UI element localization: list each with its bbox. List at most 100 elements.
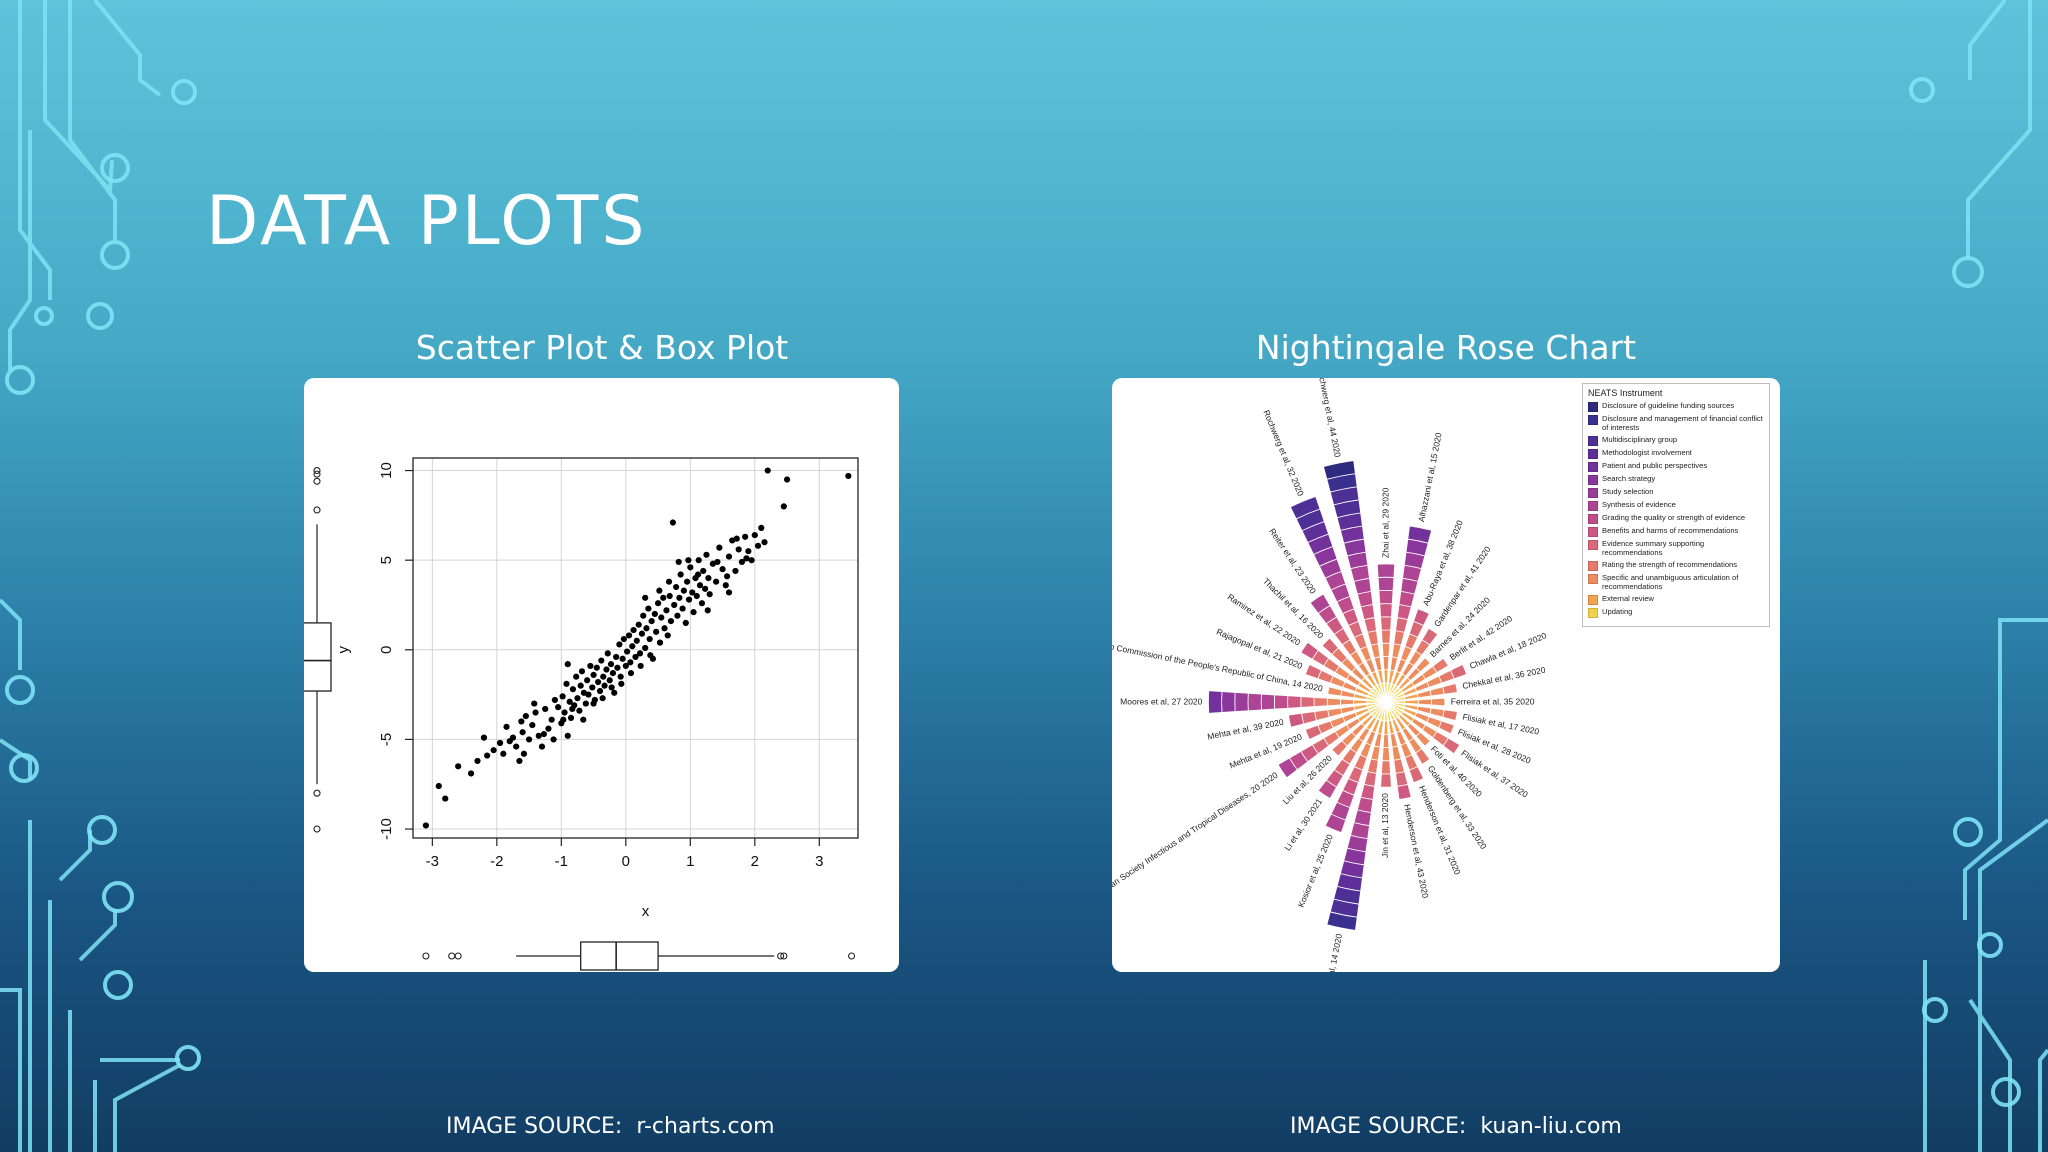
legend-swatch [1588, 594, 1598, 605]
rose-category-label: Ferreira et al, 35 2020 [1451, 696, 1535, 706]
scatter-point [690, 609, 697, 616]
rose-category-label: Moores et al, 27 2020 [1120, 696, 1202, 706]
rose-segment [1326, 911, 1358, 931]
scatter-point [551, 696, 558, 704]
rose-segment [1353, 699, 1368, 705]
x-tick-label: -3 [426, 853, 439, 870]
rose-segment [1450, 663, 1468, 680]
rose-segment [1327, 707, 1343, 718]
rose-segment [1367, 630, 1379, 646]
rose-segment [1415, 657, 1431, 673]
rose-segment [1431, 697, 1446, 707]
legend-swatch [1588, 526, 1598, 537]
rose-segment [1300, 641, 1319, 660]
rose-category-label: Alhazzani et al, 15 2020 [1416, 432, 1444, 523]
x-tick-label: 0 [622, 853, 630, 870]
scatter-point [656, 587, 663, 594]
scatter-point [764, 467, 771, 474]
scatter-point [687, 564, 694, 571]
scatter-point [531, 700, 538, 707]
scatter-point [642, 594, 649, 601]
rose-segment [1370, 745, 1381, 761]
scatter-point [609, 669, 617, 677]
scatter-point [518, 718, 525, 725]
legend-swatch [1588, 607, 1598, 618]
scatter-point [582, 700, 589, 707]
rose-segment [1277, 757, 1298, 779]
scatter-point [624, 648, 631, 655]
legend-swatch [1588, 500, 1598, 511]
rose-segment [1381, 747, 1391, 762]
scatter-point [676, 594, 683, 601]
rose-segment [1391, 643, 1402, 659]
legend-item: Multidisciplinary group [1588, 435, 1764, 446]
scatter-point [573, 673, 580, 680]
source-link[interactable]: r-charts.com [636, 1114, 775, 1139]
scatter-point [666, 592, 673, 600]
rose-segment [1381, 760, 1391, 775]
source-label: IMAGE SOURCE: [446, 1114, 623, 1139]
legend-label: Updating [1602, 606, 1633, 616]
slide-title: DATA PLOTS [206, 182, 648, 261]
rose-segment [1396, 783, 1412, 800]
scatter-point [603, 666, 610, 673]
scatter-point [654, 600, 662, 607]
scatter-point [601, 682, 608, 689]
rose-segment [1324, 813, 1347, 834]
rose-panel: Rochwerg et al, 44 2020 Zhai et al, 29 20… [1112, 378, 1780, 972]
rose-segment [1317, 779, 1338, 800]
scatter-point [780, 503, 787, 510]
scatter-point [761, 539, 768, 546]
box-outlier [777, 952, 785, 960]
scatter-point [474, 757, 481, 765]
scatter-point [664, 632, 671, 639]
y-tick-label: -5 [378, 733, 395, 746]
rose-segment [1429, 686, 1445, 697]
scatter-point [555, 704, 562, 711]
scatter-point [563, 680, 570, 687]
scatter-point [725, 553, 733, 560]
scatter-point [732, 567, 739, 575]
y-tick-label: 5 [378, 556, 395, 564]
scatter-point [640, 612, 647, 619]
rose-segment [1321, 637, 1339, 655]
scatter-point [748, 557, 755, 564]
rose-category-label: Jin et al, 13 2020 [1380, 793, 1390, 858]
rose-segment [1389, 732, 1399, 748]
legend-label: Specific and unambiguous articulation of… [1602, 572, 1739, 592]
scatter-point [490, 747, 497, 754]
rose-segment [1393, 630, 1405, 646]
scatter-point [584, 677, 591, 684]
scatter-point [548, 716, 555, 723]
rose-segment [1314, 709, 1330, 721]
scatter-point [704, 607, 711, 614]
scatter-point [648, 618, 655, 625]
rose-segment [1301, 711, 1317, 725]
scatter-point [564, 661, 571, 668]
scatter-point [685, 557, 692, 564]
scatter-point [627, 659, 634, 666]
scatter-point [525, 736, 533, 743]
legend-item: Rating the strength of recommendations [1588, 560, 1764, 571]
legend-swatch [1588, 402, 1598, 412]
scatter-point [594, 678, 602, 686]
rose-segment [1404, 699, 1419, 705]
scatter-point [607, 661, 615, 668]
legend-swatch [1588, 513, 1598, 524]
scatter-point [745, 548, 752, 555]
scatter-point [661, 625, 668, 632]
scatter-point [611, 689, 618, 696]
rose-category-label: Kosior et al, 25 2020 [1296, 833, 1335, 909]
scatter-point [616, 641, 623, 648]
rose-segment [1287, 695, 1302, 709]
scatter-point [845, 472, 852, 480]
source-link[interactable]: kuan-liu.com [1480, 1114, 1622, 1139]
rose-segment [1313, 697, 1328, 707]
rose-segment [1331, 740, 1348, 757]
scatter-point [590, 671, 597, 678]
scatter-point [484, 752, 491, 759]
rose-segment [1393, 758, 1405, 774]
rose-segment [1432, 657, 1449, 674]
scatter-point [606, 677, 613, 684]
rose-segment [1380, 616, 1392, 631]
